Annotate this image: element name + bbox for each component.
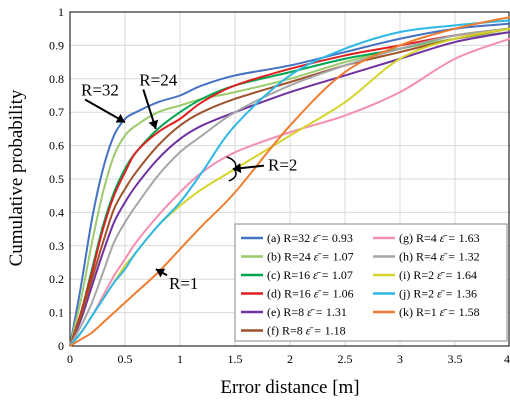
legend-box <box>234 223 508 342</box>
y-tick-label: 0.2 <box>49 272 64 286</box>
x-tick-label: 2 <box>287 352 293 366</box>
y-tick-label: 0.6 <box>49 139 64 153</box>
legend-entry: (a) R=32 ε̄ = 0.93 <box>267 231 353 245</box>
series-line <box>69 31 510 347</box>
y-tick-label: 0.3 <box>49 239 64 253</box>
series-line <box>69 27 510 347</box>
plot-area <box>69 11 510 347</box>
y-tick-label: 0.8 <box>49 72 64 86</box>
annotations: R=32 R=24 R=2 R=1 <box>81 70 297 293</box>
annotation-label: R=32 <box>81 81 119 100</box>
y-tick-label: 0.1 <box>49 306 64 320</box>
annotation-label: R=1 <box>169 274 198 293</box>
series-line <box>69 19 510 347</box>
series-lines <box>69 16 510 347</box>
arrowhead <box>155 268 166 278</box>
series-line <box>69 31 510 347</box>
series-line <box>69 27 510 347</box>
legend-entry: (i) R=2 ε̄ = 1.64 <box>399 268 477 282</box>
y-tick-label: 1 <box>58 5 64 19</box>
x-tick-label: 0.5 <box>118 352 133 366</box>
legend-entry: (d) R=16 ε̄ = 1.06 <box>267 287 354 301</box>
x-tick-label: 3 <box>397 352 403 366</box>
x-tick-label: 4 <box>504 352 510 366</box>
annotation-label: R=24 <box>139 70 177 89</box>
y-tick-label: 0.4 <box>49 205 64 219</box>
legend-entry: (g) R=4 ε̄ = 1.63 <box>399 231 480 245</box>
annotation-label: R=2 <box>268 156 297 175</box>
x-tick-label: 2.5 <box>338 352 353 366</box>
legend-entry: (e) R=8 ε̄ = 1.31 <box>267 305 347 319</box>
x-axis-label: Error distance [m] <box>220 377 359 398</box>
arrowhead <box>115 113 125 123</box>
curly-brace <box>226 156 237 182</box>
y-tick-label: 0.7 <box>49 105 64 119</box>
legend: (a) R=32 ε̄ = 0.93 (b) R=24 ε̄ = 1.07 (c) … <box>234 223 508 342</box>
y-tick-label: 0.5 <box>49 172 64 186</box>
arrowhead <box>232 163 242 174</box>
y-tick-label: 0.9 <box>49 38 64 52</box>
tick-labels: 0 0.1 0.2 0.3 0.4 0.5 0.6 0.7 0.8 0.9 1 0 0.5 1 1.5 2 2.… <box>49 5 510 366</box>
legend-entry: (h) R=4 ε̄ = 1.32 <box>399 250 480 264</box>
y-axis-label: Cumulative probability <box>6 89 27 266</box>
legend-entry: (j) R=2 ε̄ = 1.36 <box>399 287 477 301</box>
x-tick-label: 0 <box>67 352 73 366</box>
legend-entry: (k) R=1 ε̄ = 1.58 <box>399 305 480 319</box>
series-line <box>69 16 510 347</box>
x-tick-label: 3.5 <box>448 352 463 366</box>
y-tick-label: 0 <box>58 339 64 353</box>
legend-entry: (c) R=16 ε̄ = 1.07 <box>267 268 353 282</box>
legend-entry: (f) R=8 ε̄ = 1.18 <box>267 324 346 338</box>
x-tick-label: 1 <box>177 352 183 366</box>
arrowhead <box>148 119 159 129</box>
legend-entry: (b) R=24 ε̄ = 1.07 <box>267 250 354 264</box>
x-tick-label: 1.5 <box>228 352 243 366</box>
series-line <box>69 22 510 347</box>
